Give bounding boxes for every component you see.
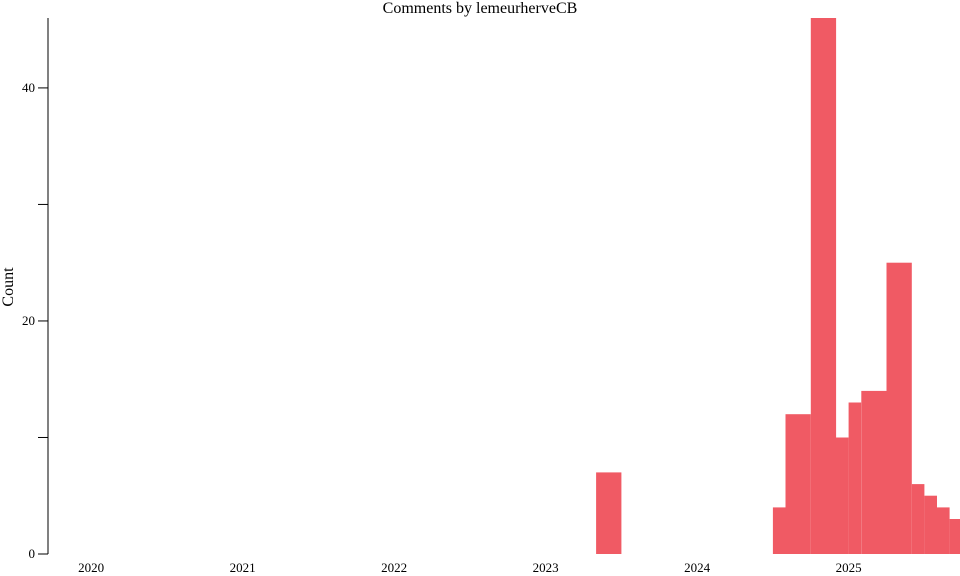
bar-0 (596, 472, 622, 554)
chart-title: Comments by lemeurherveCB (383, 0, 578, 17)
x-tick-label: 2021 (230, 560, 256, 575)
bar-8 (911, 484, 925, 554)
bar-2 (785, 414, 811, 554)
x-tick-label: 2025 (836, 560, 862, 575)
y-axis: 0 20 40 (22, 18, 49, 561)
bar-4 (836, 437, 849, 554)
bar-7 (886, 262, 912, 554)
x-tick-label: 2022 (381, 560, 407, 575)
bar-11 (949, 519, 960, 554)
x-tick-label: 2023 (533, 560, 559, 575)
y-axis-label: Count (0, 267, 17, 307)
x-axis: 2020 2021 2022 2023 2024 2025 (78, 560, 862, 575)
bar-6 (861, 390, 887, 554)
y-tick-label: 0 (29, 546, 36, 561)
bar-3 (810, 18, 837, 554)
bar-10 (937, 507, 950, 554)
bars-group (596, 18, 960, 554)
bar-9 (924, 495, 937, 554)
x-tick-label: 2020 (78, 560, 104, 575)
x-tick-label: 2024 (684, 560, 711, 575)
y-tick-label: 40 (22, 80, 35, 95)
y-tick-label: 20 (22, 313, 35, 328)
bar-1 (772, 507, 786, 554)
bar-5 (848, 402, 862, 554)
